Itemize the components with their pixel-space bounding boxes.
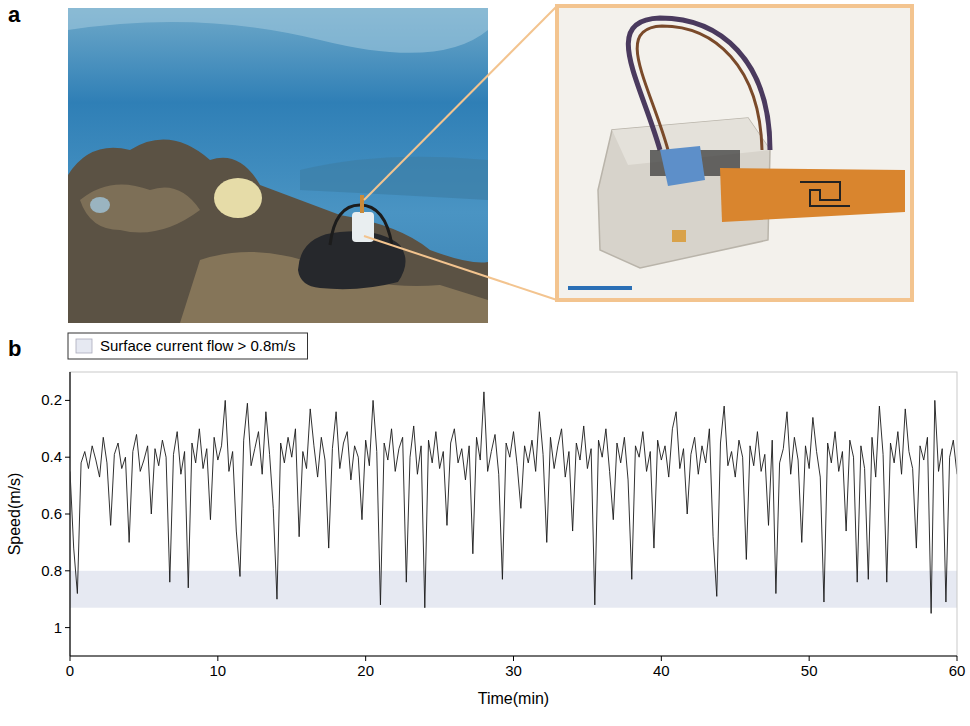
x-tick: [661, 656, 662, 661]
water: [68, 8, 488, 323]
patch: [672, 230, 686, 242]
x-tick-label: 30: [505, 662, 522, 679]
legend-swatch: [76, 339, 92, 353]
photo-device: [557, 6, 912, 300]
weight: [298, 231, 406, 289]
x-tick: [365, 656, 366, 661]
scale-bar: [568, 286, 632, 290]
x-tick-label: 0: [66, 662, 74, 679]
panel-letter: a: [8, 2, 21, 27]
y-tick-label: 1: [54, 619, 62, 636]
tape: [660, 146, 705, 186]
legend-label: Surface current flow > 0.8m/s: [100, 337, 296, 354]
x-tick: [513, 656, 514, 661]
y-tick: [65, 457, 70, 458]
zoom-line: [364, 6, 557, 200]
wire: [637, 26, 762, 150]
y-tick-label: 0.4: [41, 448, 62, 465]
y-tick: [65, 570, 70, 571]
zoom-line: [364, 236, 557, 300]
y-tick: [65, 400, 70, 401]
x-tick-label: 10: [209, 662, 226, 679]
y-tick-label: 0.8: [41, 562, 62, 579]
x-tick: [217, 656, 218, 661]
x-tick: [70, 656, 71, 661]
plot-frame: [70, 372, 957, 656]
x-tick-label: 50: [801, 662, 818, 679]
far-reef: [300, 157, 488, 200]
y-tick-label: 0.2: [41, 391, 62, 408]
x-axis-title: Time(min): [478, 690, 549, 707]
electrode: [800, 182, 850, 206]
figure: a b 0 10 20 30 40 50 60 0.2 0.4 0.6 0.8 1 Time(min) Spe…: [0, 0, 970, 726]
y-tick: [65, 627, 70, 628]
legend-box: [68, 333, 308, 359]
surface: [68, 8, 488, 53]
y-tick-label: 0.6: [41, 505, 62, 522]
x-tick-label: 20: [357, 662, 374, 679]
photo-reef: [68, 8, 488, 323]
x-tick: [809, 656, 810, 661]
wire: [628, 18, 770, 150]
plot-area: [70, 392, 957, 614]
coral: [214, 178, 262, 218]
y-axis-title: Speed(m/s): [6, 473, 23, 556]
x-tick: [957, 656, 958, 661]
x-tick-label: 40: [653, 662, 670, 679]
speed-line: [70, 392, 957, 614]
rock-detail: [80, 184, 200, 232]
legend: Surface current flow > 0.8m/s: [68, 333, 308, 359]
rock: [68, 140, 488, 323]
sensor-strip: [720, 168, 905, 222]
sensor-strip: [360, 195, 364, 213]
y-tick: [65, 514, 70, 515]
panel-letter: b: [8, 336, 21, 361]
coral: [90, 197, 110, 213]
inset-frame: [557, 6, 912, 300]
x-tick-label: 60: [949, 662, 966, 679]
